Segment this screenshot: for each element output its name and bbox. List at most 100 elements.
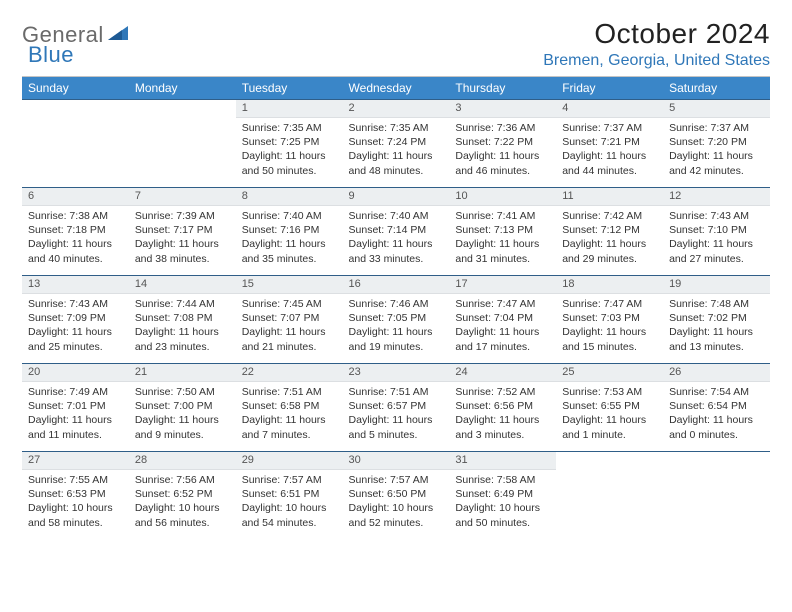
daycell: Sunrise: 7:40 AMSunset: 7:16 PMDaylight:… [236,206,343,276]
daycell: Sunrise: 7:46 AMSunset: 7:05 PMDaylight:… [343,294,450,364]
daycell: Sunrise: 7:43 AMSunset: 7:10 PMDaylight:… [663,206,770,276]
daynum: 11 [556,188,663,206]
daycell: Sunrise: 7:42 AMSunset: 7:12 PMDaylight:… [556,206,663,276]
daylight-line: Daylight: 10 hours and 56 minutes. [135,501,230,529]
daylight-line: Daylight: 10 hours and 52 minutes. [349,501,444,529]
brand-triangle-icon [108,24,130,47]
daylight-line: Daylight: 11 hours and 42 minutes. [669,149,764,177]
weekday-header: Sunday [22,77,129,100]
daynum-empty [22,100,129,118]
sunset-line: Sunset: 7:16 PM [242,223,337,237]
daynum: 15 [236,276,343,294]
sunrise-line: Sunrise: 7:52 AM [455,385,550,399]
daycell: Sunrise: 7:45 AMSunset: 7:07 PMDaylight:… [236,294,343,364]
daynum: 12 [663,188,770,206]
sunrise-line: Sunrise: 7:47 AM [562,297,657,311]
daylight-line: Daylight: 11 hours and 48 minutes. [349,149,444,177]
content-row: Sunrise: 7:55 AMSunset: 6:53 PMDaylight:… [22,470,770,540]
daycell: Sunrise: 7:37 AMSunset: 7:21 PMDaylight:… [556,118,663,188]
daycell: Sunrise: 7:41 AMSunset: 7:13 PMDaylight:… [449,206,556,276]
sunset-line: Sunset: 6:56 PM [455,399,550,413]
daylight-line: Daylight: 11 hours and 44 minutes. [562,149,657,177]
daylight-line: Daylight: 11 hours and 50 minutes. [242,149,337,177]
daynum: 3 [449,100,556,118]
daycell: Sunrise: 7:37 AMSunset: 7:20 PMDaylight:… [663,118,770,188]
sunrise-line: Sunrise: 7:40 AM [242,209,337,223]
daynum: 2 [343,100,450,118]
header: General October 2024 Bremen, Georgia, Un… [22,18,770,70]
weekday-header: Tuesday [236,77,343,100]
daylight-line: Daylight: 11 hours and 38 minutes. [135,237,230,265]
sunset-line: Sunset: 7:10 PM [669,223,764,237]
daylight-line: Daylight: 11 hours and 46 minutes. [455,149,550,177]
daycell-empty [129,118,236,188]
sunset-line: Sunset: 6:51 PM [242,487,337,501]
daycell: Sunrise: 7:47 AMSunset: 7:03 PMDaylight:… [556,294,663,364]
daylight-line: Daylight: 10 hours and 58 minutes. [28,501,123,529]
daynum-empty [129,100,236,118]
daynum: 27 [22,452,129,470]
daynum: 19 [663,276,770,294]
daynum: 5 [663,100,770,118]
sunrise-line: Sunrise: 7:57 AM [242,473,337,487]
sunrise-line: Sunrise: 7:41 AM [455,209,550,223]
weekday-header: Saturday [663,77,770,100]
sunrise-line: Sunrise: 7:51 AM [242,385,337,399]
daylight-line: Daylight: 11 hours and 33 minutes. [349,237,444,265]
sunrise-line: Sunrise: 7:40 AM [349,209,444,223]
daycell: Sunrise: 7:47 AMSunset: 7:04 PMDaylight:… [449,294,556,364]
daylight-line: Daylight: 11 hours and 29 minutes. [562,237,657,265]
daylight-line: Daylight: 11 hours and 35 minutes. [242,237,337,265]
sunrise-line: Sunrise: 7:37 AM [669,121,764,135]
daycell: Sunrise: 7:50 AMSunset: 7:00 PMDaylight:… [129,382,236,452]
month-title: October 2024 [543,18,770,50]
daylight-line: Daylight: 11 hours and 19 minutes. [349,325,444,353]
daycell: Sunrise: 7:51 AMSunset: 6:57 PMDaylight:… [343,382,450,452]
daynum: 30 [343,452,450,470]
sunrise-line: Sunrise: 7:35 AM [242,121,337,135]
sunrise-line: Sunrise: 7:43 AM [28,297,123,311]
daynum: 14 [129,276,236,294]
content-row: Sunrise: 7:35 AMSunset: 7:25 PMDaylight:… [22,118,770,188]
sunset-line: Sunset: 7:25 PM [242,135,337,149]
daynum: 9 [343,188,450,206]
weekday-header: Wednesday [343,77,450,100]
sunset-line: Sunset: 7:17 PM [135,223,230,237]
sunrise-line: Sunrise: 7:53 AM [562,385,657,399]
daylight-line: Daylight: 11 hours and 11 minutes. [28,413,123,441]
daylight-line: Daylight: 11 hours and 5 minutes. [349,413,444,441]
sunrise-line: Sunrise: 7:38 AM [28,209,123,223]
daylight-line: Daylight: 11 hours and 31 minutes. [455,237,550,265]
sunrise-line: Sunrise: 7:58 AM [455,473,550,487]
sunrise-line: Sunrise: 7:54 AM [669,385,764,399]
sunrise-line: Sunrise: 7:56 AM [135,473,230,487]
sunset-line: Sunset: 7:09 PM [28,311,123,325]
daynum: 20 [22,364,129,382]
sunset-line: Sunset: 7:12 PM [562,223,657,237]
daycell: Sunrise: 7:38 AMSunset: 7:18 PMDaylight:… [22,206,129,276]
daynum: 8 [236,188,343,206]
sunset-line: Sunset: 7:20 PM [669,135,764,149]
daynum-empty [556,452,663,470]
title-block: October 2024 Bremen, Georgia, United Sta… [543,18,770,70]
daynum: 7 [129,188,236,206]
daylight-line: Daylight: 11 hours and 7 minutes. [242,413,337,441]
sunrise-line: Sunrise: 7:45 AM [242,297,337,311]
sunrise-line: Sunrise: 7:42 AM [562,209,657,223]
sunrise-line: Sunrise: 7:50 AM [135,385,230,399]
sunset-line: Sunset: 7:18 PM [28,223,123,237]
daynum: 16 [343,276,450,294]
sunrise-line: Sunrise: 7:36 AM [455,121,550,135]
sunset-line: Sunset: 7:02 PM [669,311,764,325]
daylight-line: Daylight: 11 hours and 17 minutes. [455,325,550,353]
sunset-line: Sunset: 7:03 PM [562,311,657,325]
daylight-line: Daylight: 11 hours and 27 minutes. [669,237,764,265]
sunrise-line: Sunrise: 7:43 AM [669,209,764,223]
daylight-line: Daylight: 10 hours and 54 minutes. [242,501,337,529]
daynum: 23 [343,364,450,382]
sunset-line: Sunset: 7:08 PM [135,311,230,325]
daynum-row: 12345 [22,100,770,118]
daylight-line: Daylight: 11 hours and 21 minutes. [242,325,337,353]
daycell: Sunrise: 7:57 AMSunset: 6:51 PMDaylight:… [236,470,343,540]
sunset-line: Sunset: 6:55 PM [562,399,657,413]
